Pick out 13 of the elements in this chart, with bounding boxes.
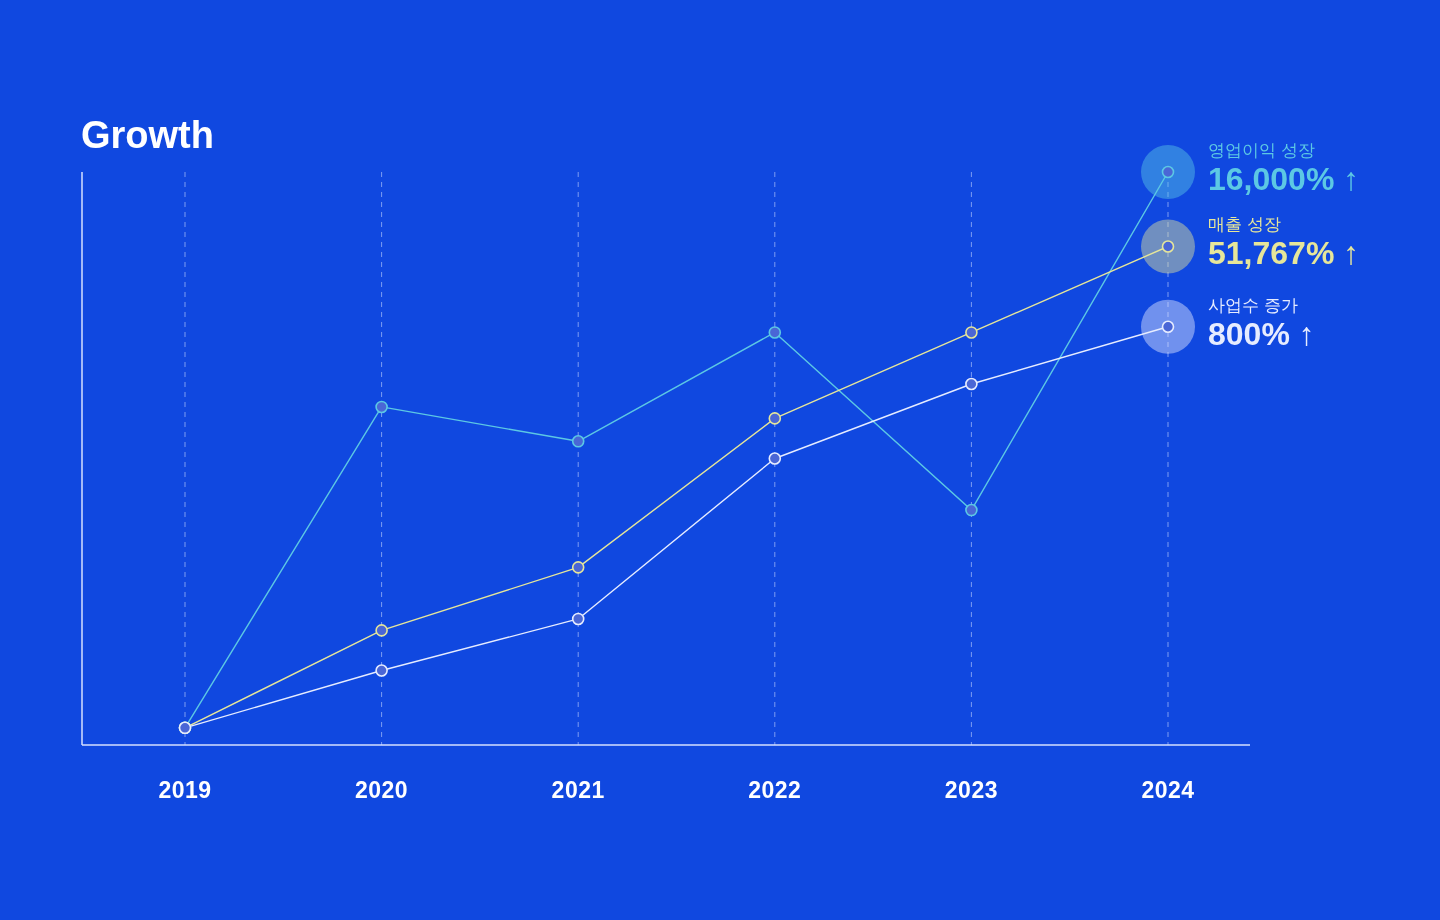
annotation: 16,000% ↑ [1208,161,1360,197]
x-tick-label: 2024 [1141,777,1195,803]
series-name: 사업수 증가 [1208,295,1298,315]
x-tick-label: 2019 [158,777,212,803]
annotation: 51,767% ↑ [1208,235,1360,272]
title: Growth [81,114,214,156]
x-tick-label: 2022 [748,777,802,803]
annotation: 800% ↑ [1208,315,1315,352]
x-tick-label: 2020 [355,777,409,803]
x-tick-label: 2021 [551,777,605,803]
series-name: 영업이익 성장 [1208,141,1315,160]
x-tick-label: 2023 [944,777,998,803]
series-name: 매출 성장 [1208,215,1281,235]
